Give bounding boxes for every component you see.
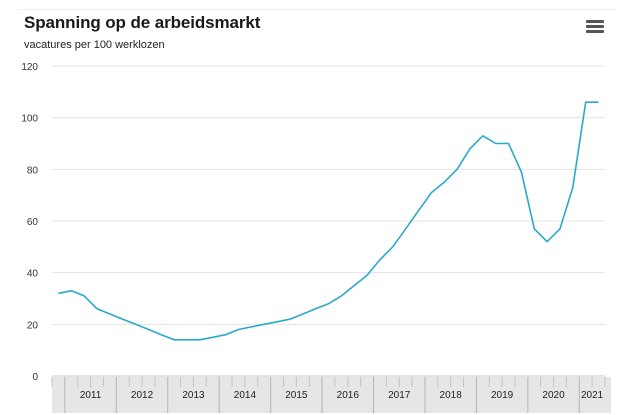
y-tick-label: 100 — [21, 114, 38, 125]
x-axis-band — [52, 377, 611, 413]
data-point — [109, 313, 111, 315]
y-tick-label: 80 — [27, 165, 39, 176]
hamburger-menu-icon[interactable] — [586, 20, 604, 36]
x-tick-label: 2021 — [581, 390, 604, 401]
data-point — [418, 210, 420, 212]
x-tick-label: 2016 — [337, 390, 360, 401]
data-point — [302, 313, 304, 315]
data-point — [585, 101, 587, 103]
data-point — [443, 181, 445, 183]
y-tick-label: 40 — [27, 269, 39, 280]
data-point — [238, 329, 240, 331]
data-point — [263, 323, 265, 325]
x-tick-label: 2013 — [182, 390, 205, 401]
chart-subtitle: vacatures per 100 werklozen — [24, 39, 165, 51]
data-point — [212, 336, 214, 338]
x-tick-label: 2017 — [388, 390, 411, 401]
data-point — [482, 135, 484, 137]
data-point — [96, 308, 98, 310]
data-point — [315, 308, 317, 310]
y-tick-label: 0 — [32, 372, 38, 383]
data-point — [546, 241, 548, 243]
data-point — [572, 187, 574, 189]
data-point — [173, 339, 175, 341]
data-point — [533, 228, 535, 230]
y-tick-label: 20 — [27, 320, 39, 331]
x-tick-label: 2012 — [131, 390, 154, 401]
data-point — [559, 228, 561, 230]
y-tick-label: 120 — [21, 62, 38, 73]
data-point — [495, 143, 497, 145]
data-point — [135, 323, 137, 325]
x-tick-label: 2011 — [80, 390, 102, 401]
series-line — [58, 101, 599, 341]
x-tick-label: 2018 — [440, 390, 463, 401]
chart-title: Spanning op de arbeidsmarkt — [24, 13, 261, 32]
data-point — [353, 285, 355, 287]
data-point — [405, 228, 407, 230]
data-point — [250, 326, 252, 328]
y-tick-label: 60 — [27, 217, 39, 228]
data-point — [160, 334, 162, 336]
header-divider — [18, 9, 616, 10]
data-point — [148, 329, 150, 331]
x-tick-label: 2015 — [285, 390, 308, 401]
data-point — [469, 148, 471, 150]
data-point — [598, 101, 600, 103]
x-tick-label: 2019 — [491, 390, 514, 401]
data-point — [83, 295, 85, 297]
data-point — [276, 321, 278, 323]
data-point — [521, 171, 523, 173]
data-point — [289, 318, 291, 320]
data-point — [186, 339, 188, 341]
data-point — [430, 192, 432, 194]
data-point — [456, 168, 458, 170]
data-point — [328, 303, 330, 305]
data-point — [392, 246, 394, 248]
data-point — [70, 290, 72, 292]
data-point — [508, 143, 510, 145]
data-point — [122, 318, 124, 320]
x-tick-label: 2020 — [542, 390, 565, 401]
x-tick-label: 2014 — [234, 390, 257, 401]
data-point — [199, 339, 201, 341]
data-point — [366, 274, 368, 276]
data-point — [225, 334, 227, 336]
data-point — [340, 295, 342, 297]
data-point — [379, 259, 381, 261]
data-point — [58, 292, 60, 294]
